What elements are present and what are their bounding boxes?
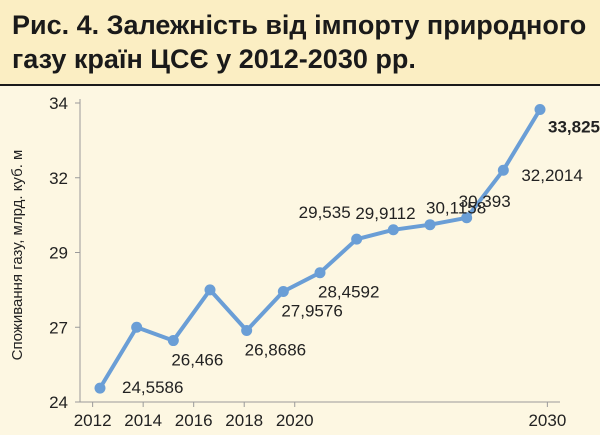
data-point: [534, 104, 546, 116]
data-point: [131, 321, 143, 333]
x-tick-label: 2030: [528, 411, 566, 430]
x-axis-ticks: 2012 2014 2016 2018 2020 2030: [74, 402, 566, 430]
data-label: 24,5586: [122, 378, 183, 397]
data-point: [461, 212, 473, 224]
data-point: [277, 285, 289, 297]
data-point: [387, 224, 399, 236]
data-point: [351, 233, 363, 245]
y-tick-label: 34: [49, 94, 68, 113]
figure-header: Рис. 4. Залежність від імпорту природног…: [0, 0, 600, 86]
x-tick-label: 2014: [124, 411, 162, 430]
data-label: 26,8686: [245, 341, 306, 360]
x-tick-label: 2012: [74, 411, 112, 430]
y-axis-ticks: 24 27 29 32 34: [49, 94, 80, 412]
data-label: 30,1158: [426, 199, 486, 218]
x-tick-label: 2020: [276, 411, 314, 430]
data-label: 29,9112: [355, 204, 415, 223]
data-point: [204, 284, 216, 296]
data-label: 33,825: [548, 118, 600, 137]
data-label: 29,535: [299, 203, 351, 222]
data-label: 32,2014: [521, 166, 582, 185]
y-tick-label: 32: [49, 169, 68, 188]
data-point: [424, 219, 436, 231]
data-point: [94, 382, 106, 394]
data-label: 30,393: [459, 192, 511, 211]
data-label: 27,9576: [281, 301, 342, 320]
data-point: [497, 164, 509, 176]
data-label: 28,4592: [318, 283, 379, 302]
y-tick-label: 27: [49, 318, 68, 337]
y-tick-label: 29: [49, 244, 68, 263]
y-tick-label: 24: [49, 393, 68, 412]
series-line: [98, 108, 542, 390]
chart-title-line-1: Рис. 4. Залежність від імпорту природног…: [12, 10, 587, 40]
chart-title-line-2: газу країн ЦСЄ у 2012-2030 рр.: [12, 44, 416, 74]
data-point: [167, 335, 179, 347]
x-tick-label: 2018: [225, 411, 263, 430]
y-axis-label: Споживання газу, млрд. куб. м: [9, 150, 26, 361]
data-point: [241, 325, 253, 337]
data-point: [314, 267, 326, 279]
x-tick-label: 2016: [175, 411, 213, 430]
data-label: 26,466: [171, 351, 223, 370]
series-markers: [94, 104, 546, 394]
chart-title: Рис. 4. Залежність від імпорту природног…: [12, 8, 592, 76]
chart-axes: [79, 99, 560, 403]
